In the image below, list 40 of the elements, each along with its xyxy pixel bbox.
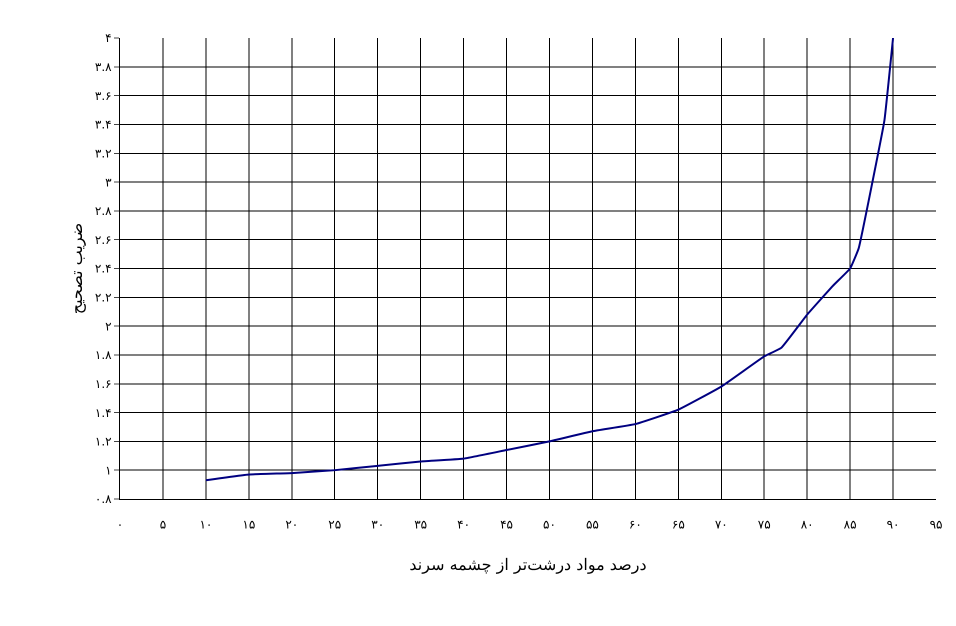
x-tick-label: ۱۰: [199, 517, 212, 532]
y-tick-label: ۱.۲: [94, 434, 112, 449]
x-tick-label: ۱۵: [242, 517, 256, 532]
x-tick-label: ۹۰: [886, 517, 900, 532]
y-axis-title: ضریب تصحیح: [66, 222, 86, 314]
x-tick-label: ۵۵: [586, 517, 599, 532]
x-tick-label: ۵۰: [543, 517, 556, 532]
x-tick-label: ۵: [160, 517, 166, 532]
y-tick-label: ۳.۶: [94, 88, 112, 103]
y-tick-label: ۲.۴: [94, 262, 112, 276]
y-tick-label: ۲: [105, 319, 112, 334]
y-tick-label: ۱.۶: [94, 376, 112, 391]
x-axis-title: درصد مواد درشت‌تر از چشمه سرند: [409, 555, 647, 574]
x-tick-label: ۴۵: [500, 517, 513, 532]
y-tick-label: ۲.۸: [94, 204, 112, 218]
x-tick-label: ۸۵: [844, 517, 857, 532]
x-tick-label: ۸۰: [800, 517, 814, 532]
y-tick-label: ۱.۸: [94, 348, 112, 362]
x-tick-label: ۷۵: [758, 517, 771, 532]
y-tick-label: ۳.۴: [94, 118, 112, 132]
y-tick-label: ۳.۲: [94, 146, 112, 160]
x-tick-label: ۲۰: [285, 517, 298, 532]
x-tick-label: ۶۰: [628, 517, 642, 532]
x-tick-label: ۷۰: [714, 517, 728, 532]
y-tick-label: ۲.۲: [94, 290, 112, 305]
y-tick-label: ۱.۴: [94, 406, 112, 420]
x-tick-label: ۶۵: [672, 517, 685, 532]
line-series: [204, 38, 894, 482]
y-tick-label: ۴: [105, 31, 112, 46]
x-tick-label: ۴۰: [457, 517, 470, 532]
x-tick-label: ۰: [116, 517, 124, 532]
y-tick-label: ۱: [105, 463, 112, 478]
x-tick-label: ۹۵: [930, 517, 942, 532]
y-tick-label: ۳.۸: [94, 60, 112, 74]
y-tick-label: ۰.۸: [94, 492, 112, 506]
x-tick-label: ۳۰: [371, 517, 384, 532]
y-tick-label: ۲.۶: [94, 232, 112, 247]
x-tick-label: ۲۵: [328, 517, 342, 532]
y-tick-label: ۳: [105, 175, 112, 190]
x-tick-label: ۳۵: [414, 517, 428, 532]
